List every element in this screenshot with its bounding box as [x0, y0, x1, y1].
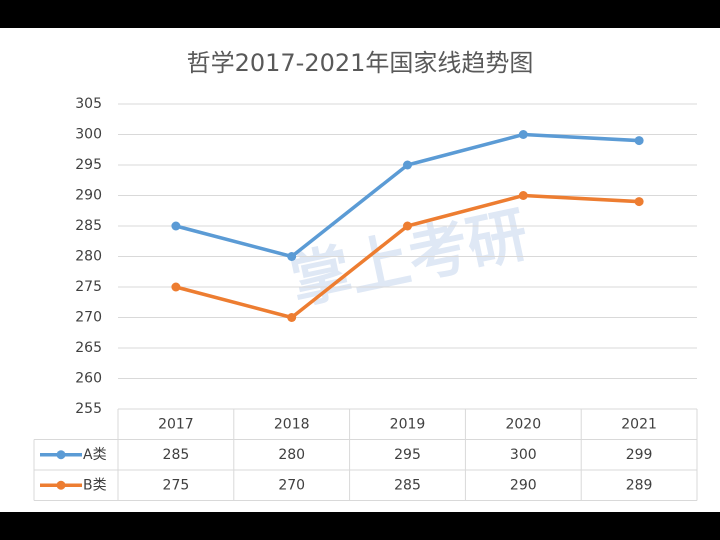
- legend-label: A类: [83, 447, 107, 463]
- y-tick-label: 285: [75, 218, 102, 234]
- y-tick-label: 295: [75, 157, 102, 173]
- point: [287, 252, 297, 261]
- x-tick-label: 2021: [621, 416, 657, 432]
- y-tick-label: 300: [75, 127, 102, 143]
- table-value: 285: [394, 477, 421, 493]
- table-value: 290: [510, 477, 537, 493]
- point: [287, 313, 297, 322]
- chart-area: [0, 28, 720, 512]
- table-value: 270: [278, 477, 305, 493]
- y-tick-label: 305: [75, 96, 102, 112]
- table-value: 289: [626, 477, 653, 493]
- y-tick-label: 275: [75, 279, 102, 295]
- point: [634, 197, 644, 207]
- x-tick-label: 2017: [158, 416, 194, 432]
- x-tick-label: 2018: [274, 416, 310, 432]
- y-tick-label: 290: [75, 188, 102, 204]
- point: [171, 221, 181, 231]
- x-tick-label: 2019: [390, 416, 426, 432]
- table-value: 275: [163, 477, 190, 493]
- table-value: 300: [510, 447, 537, 463]
- x-tick-label: 2020: [505, 416, 541, 432]
- legend-marker: [56, 450, 66, 460]
- y-tick-label: 270: [75, 310, 102, 326]
- table-value: 285: [163, 447, 190, 463]
- point: [518, 130, 528, 139]
- y-tick-label: 280: [75, 249, 102, 265]
- y-tick-label: 260: [75, 371, 102, 387]
- y-tick-label: 255: [75, 401, 102, 417]
- legend-label: B类: [83, 477, 107, 493]
- point: [403, 160, 412, 170]
- legend-marker: [56, 480, 66, 490]
- point: [171, 282, 181, 292]
- point: [403, 221, 412, 231]
- table-value: 280: [278, 447, 305, 463]
- y-tick-label: 265: [75, 340, 102, 356]
- point: [518, 191, 528, 200]
- table-value: 299: [626, 447, 653, 463]
- point: [634, 136, 644, 146]
- table-value: 295: [394, 447, 421, 463]
- chart-title: 哲学2017-2021年国家线趋势图: [187, 49, 534, 77]
